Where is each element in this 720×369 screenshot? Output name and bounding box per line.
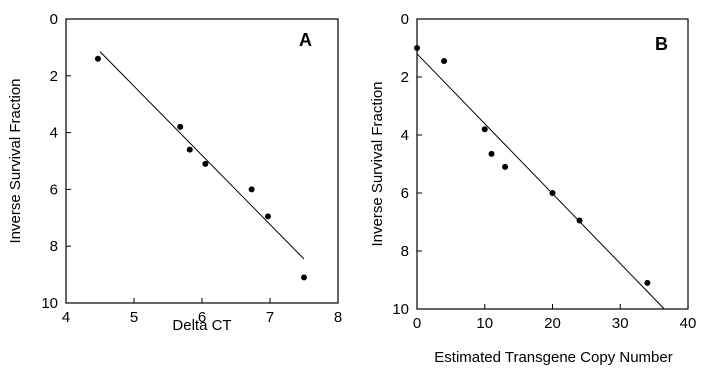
x-tick-label: 5 xyxy=(130,309,138,326)
y-tick-label: 6 xyxy=(50,181,58,198)
y-tick-label: 2 xyxy=(50,68,58,85)
x-axis-label: Estimated Transgene Copy Number xyxy=(434,349,672,366)
data-point xyxy=(414,45,420,51)
y-tick-label: 4 xyxy=(401,127,409,144)
data-point xyxy=(644,279,651,286)
data-point xyxy=(549,190,556,196)
data-point xyxy=(576,217,583,224)
fit-line xyxy=(99,51,305,260)
y-tick-label: 0 xyxy=(50,11,58,28)
data-point xyxy=(481,126,488,133)
data-point xyxy=(441,58,448,65)
y-tick-label: 6 xyxy=(401,185,409,202)
data-point xyxy=(502,163,509,170)
y-tick-label: 2 xyxy=(401,69,409,86)
x-tick-label: 40 xyxy=(680,315,697,332)
x-tick-label: 0 xyxy=(413,315,421,332)
data-point xyxy=(177,123,184,130)
x-tick-label: 4 xyxy=(62,309,70,326)
data-point xyxy=(488,150,495,157)
data-point xyxy=(186,146,193,153)
y-tick-label: 0 xyxy=(401,11,409,28)
data-point xyxy=(94,55,101,62)
y-tick-label: 4 xyxy=(50,125,58,142)
x-tick-label: 10 xyxy=(476,315,493,332)
data-point xyxy=(248,186,255,193)
y-tick-label: 8 xyxy=(401,243,409,260)
x-tick-label: 7 xyxy=(266,309,274,326)
panel-label: A xyxy=(299,30,312,50)
chart-panel-a: 4 5 6 7 8 0 2 4 6 8 10 Delta CT Inverse Survival Fra… xyxy=(7,11,342,334)
y-tick-label: 10 xyxy=(392,301,409,318)
y-axis-label: Inverse Survival Fraction xyxy=(7,78,24,243)
y-tick-label: 8 xyxy=(50,238,58,255)
x-tick-label: 30 xyxy=(612,315,629,332)
plot-frame xyxy=(416,18,689,310)
x-tick-label: 6 xyxy=(198,309,206,326)
data-point xyxy=(264,213,271,220)
y-axis-label: Inverse Survival Fraction xyxy=(369,81,386,246)
x-axis-label: Delta CT xyxy=(172,317,231,334)
y-tick-label: 10 xyxy=(41,295,58,312)
data-point xyxy=(301,274,307,281)
fit-line xyxy=(416,53,665,310)
x-tick-label: 8 xyxy=(334,309,342,326)
data-point xyxy=(202,160,209,167)
x-tick-label: 20 xyxy=(544,315,561,332)
panel-label: B xyxy=(655,34,668,54)
plot-frame xyxy=(65,18,339,304)
